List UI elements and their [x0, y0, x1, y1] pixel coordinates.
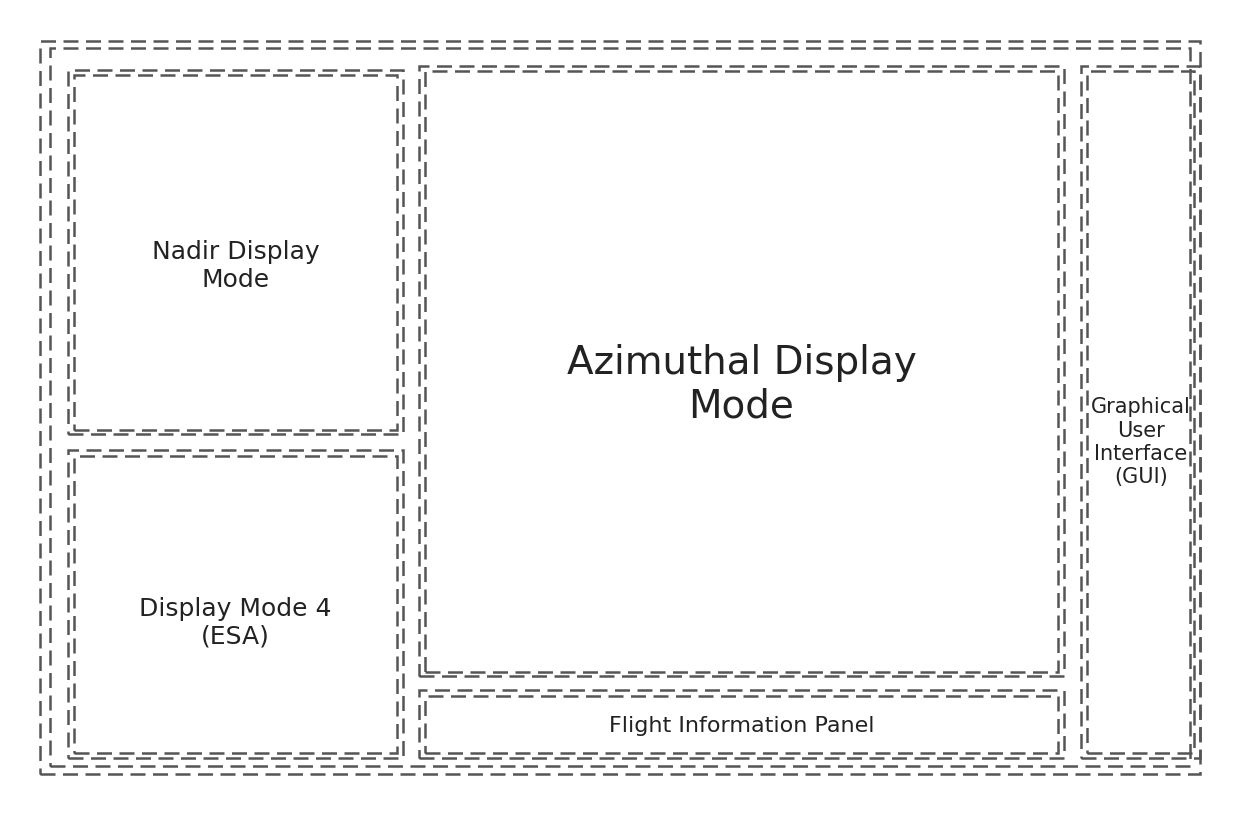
Bar — [425, 71, 1058, 672]
Text: Graphical
User
Interface
(GUI): Graphical User Interface (GUI) — [1091, 397, 1190, 487]
Text: Flight Information Panel: Flight Information Panel — [609, 717, 874, 736]
Bar — [74, 456, 397, 753]
Bar — [425, 696, 1058, 753]
Bar — [74, 75, 397, 430]
Text: Azimuthal Display
Mode: Azimuthal Display Mode — [567, 344, 916, 426]
Bar — [1087, 71, 1194, 753]
Bar — [50, 48, 1190, 766]
Bar — [419, 690, 1064, 758]
Text: Display Mode 4
(ESA): Display Mode 4 (ESA) — [139, 596, 332, 649]
Bar — [419, 66, 1064, 676]
Bar — [1081, 66, 1200, 758]
Text: Nadir Display
Mode: Nadir Display Mode — [151, 240, 320, 292]
Bar — [68, 70, 403, 434]
Bar — [68, 450, 403, 758]
Bar — [40, 41, 1200, 774]
